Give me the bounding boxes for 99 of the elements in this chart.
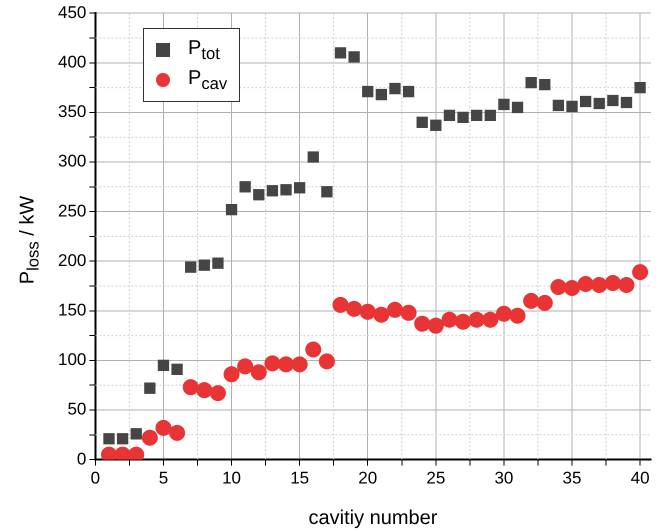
point: [250, 364, 267, 380]
point: [482, 312, 498, 328]
point: [196, 382, 212, 398]
point: [348, 51, 360, 63]
x-tick-label: 20: [358, 468, 378, 488]
legend-label: P$_{tot}$: [188, 36, 220, 64]
x-tick-label: 10: [222, 468, 242, 488]
x-tick-label: 25: [426, 468, 446, 488]
point: [321, 186, 333, 198]
point: [266, 185, 278, 196]
point: [185, 261, 196, 273]
point: [144, 382, 156, 394]
point: [580, 96, 592, 108]
legend-label: P$_{cav}$: [188, 66, 228, 94]
point: [402, 86, 414, 98]
point: [360, 304, 376, 320]
y-tick-label: 200: [58, 250, 86, 270]
point: [210, 385, 226, 402]
point: [264, 355, 280, 372]
point: [376, 88, 388, 100]
x-tick-label: 0: [90, 468, 100, 488]
point: [332, 296, 348, 313]
point: [552, 100, 564, 112]
x-axis-title: cavitiy number: [308, 507, 438, 530]
point: [618, 277, 634, 294]
point: [346, 300, 362, 317]
point: [550, 278, 566, 295]
point: [620, 96, 632, 108]
point: [142, 430, 158, 446]
point: [468, 312, 485, 328]
point: [389, 82, 401, 94]
point: [510, 308, 526, 324]
point: [607, 94, 619, 106]
point: [604, 275, 621, 292]
point: [444, 110, 456, 122]
point: [224, 366, 240, 382]
point: [280, 184, 292, 196]
y-tick-label: 300: [58, 152, 86, 171]
point: [171, 364, 183, 375]
point: [103, 433, 115, 444]
point: [455, 314, 472, 330]
point: [386, 302, 403, 318]
point: [430, 120, 442, 131]
point: [212, 258, 224, 269]
point: [130, 428, 142, 440]
point: [512, 102, 524, 114]
y-tick-label: 50: [67, 400, 86, 419]
point: [318, 353, 335, 370]
point: [400, 304, 417, 321]
point: [169, 424, 186, 441]
point: [198, 260, 210, 271]
point: [526, 76, 537, 88]
x-tick-label: 40: [630, 468, 650, 488]
point: [362, 86, 374, 98]
point: [240, 181, 251, 192]
point: [578, 276, 594, 292]
point: [416, 116, 428, 128]
point: [155, 420, 172, 436]
point: [634, 82, 646, 94]
x-tick-label: 35: [562, 468, 582, 488]
point: [471, 110, 482, 122]
point: [182, 379, 199, 396]
x-tick-label: 5: [158, 468, 168, 488]
point: [566, 100, 578, 112]
y-tick-label: 0: [76, 449, 86, 468]
y-tick-label: 100: [58, 350, 86, 370]
point: [591, 277, 608, 294]
point: [414, 316, 430, 332]
point: [539, 78, 550, 90]
point: [564, 280, 580, 296]
point: [523, 292, 540, 309]
point: [594, 98, 605, 110]
point: [158, 360, 170, 372]
point: [116, 433, 128, 444]
point: [498, 98, 510, 110]
point: [484, 110, 496, 122]
point: [428, 318, 444, 334]
point: [292, 356, 308, 372]
y-tick-label: 450: [58, 2, 86, 22]
point: [253, 189, 264, 200]
point: [536, 294, 553, 311]
point: [305, 341, 322, 358]
point: [308, 151, 319, 163]
x-tick-label: 30: [494, 468, 514, 488]
point: [278, 356, 294, 372]
point: [496, 306, 512, 322]
y-tick-label: 350: [58, 102, 86, 122]
x-tick-label: 15: [290, 468, 310, 488]
y-tick-label: 250: [58, 201, 86, 220]
y-tick-label: 150: [58, 300, 86, 320]
point: [373, 306, 390, 323]
point: [457, 112, 469, 124]
point: [632, 264, 648, 280]
point: [237, 358, 254, 374]
y-tick-label: 400: [58, 52, 86, 72]
point: [226, 204, 238, 216]
point: [334, 47, 346, 59]
point: [441, 312, 458, 328]
point: [294, 182, 306, 194]
